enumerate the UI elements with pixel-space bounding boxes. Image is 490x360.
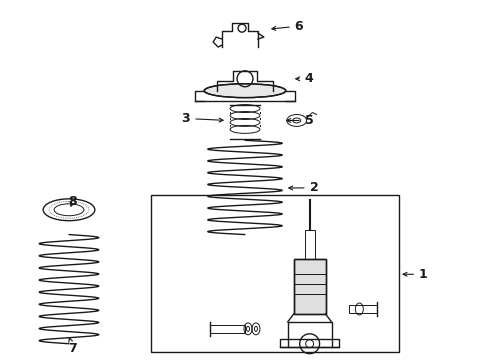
Bar [294, 260, 325, 314]
Text: 6: 6 [272, 20, 303, 33]
Text: 5: 5 [287, 114, 314, 127]
Text: 1: 1 [403, 268, 428, 281]
Text: 2: 2 [289, 181, 318, 194]
Text: 3: 3 [182, 112, 223, 125]
Bar [294, 260, 325, 314]
Bar [288, 322, 332, 347]
Bar [349, 305, 377, 313]
Bar [150, 195, 399, 352]
Bar [305, 230, 315, 260]
Bar [210, 325, 245, 333]
Text: 4: 4 [296, 72, 314, 85]
Text: 8: 8 [69, 195, 77, 208]
Ellipse shape [204, 84, 286, 98]
Text: 7: 7 [69, 338, 77, 355]
